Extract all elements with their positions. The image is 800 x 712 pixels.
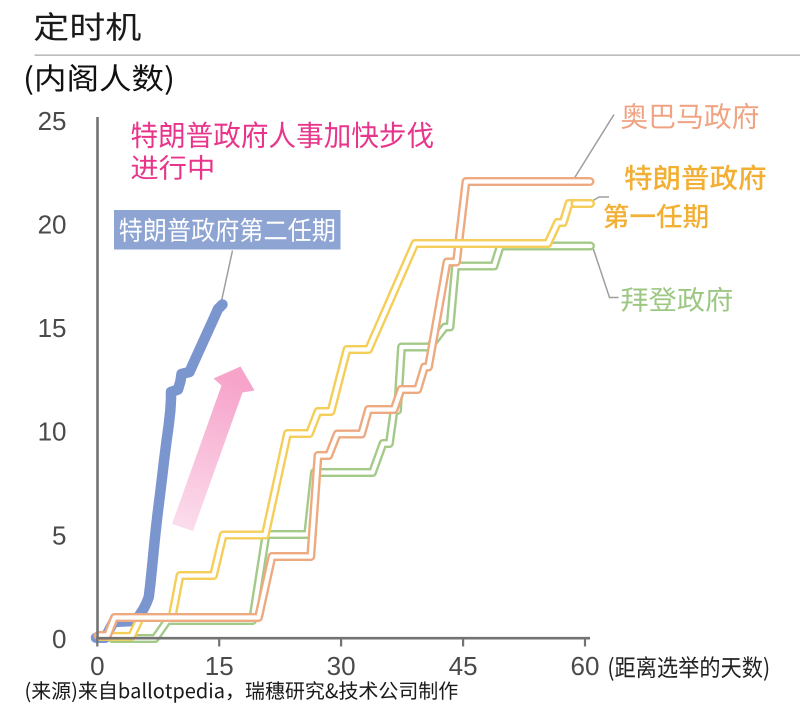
svg-text:25: 25 [38, 106, 67, 136]
svg-text:15: 15 [205, 651, 234, 681]
svg-text:20: 20 [38, 209, 67, 239]
svg-text:45: 45 [449, 651, 478, 681]
svg-text:60: 60 [571, 651, 600, 681]
svg-text:5: 5 [52, 520, 66, 550]
svg-text:30: 30 [327, 651, 356, 681]
svg-text:0: 0 [52, 624, 66, 654]
svg-text:0: 0 [90, 651, 104, 681]
svg-text:15: 15 [38, 313, 67, 343]
svg-text:10: 10 [38, 417, 67, 447]
